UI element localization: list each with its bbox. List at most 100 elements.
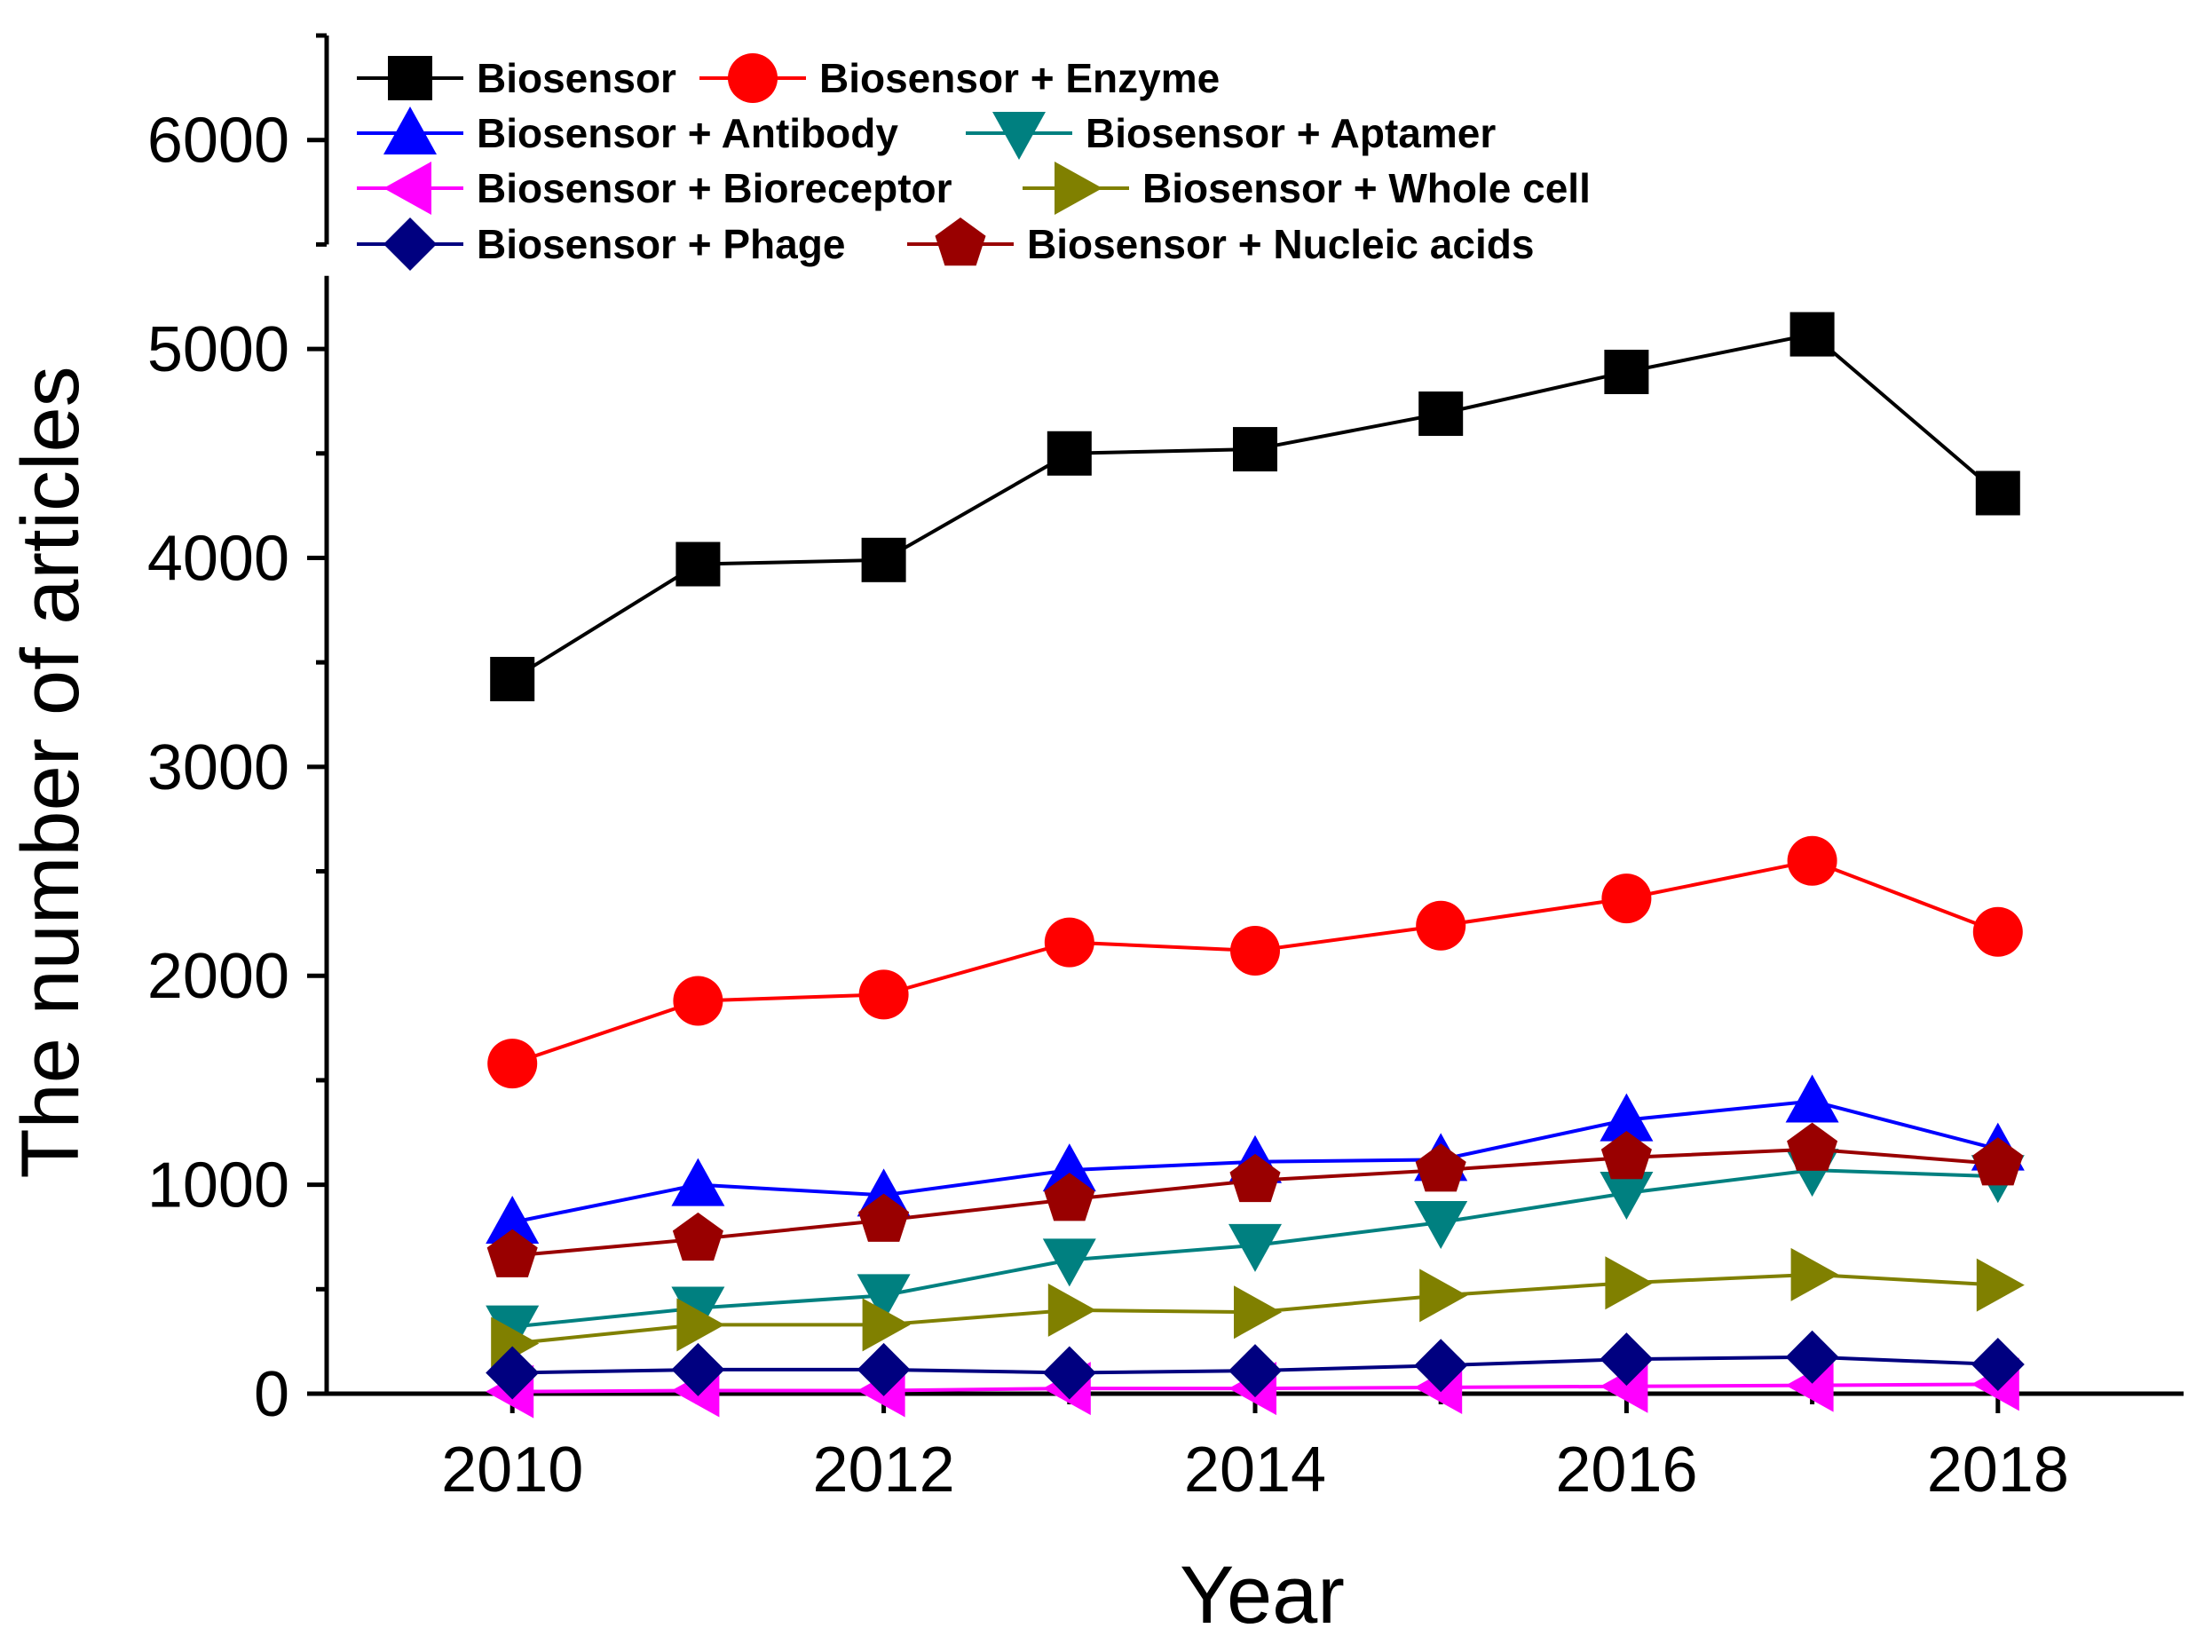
data-point: [1976, 1258, 2025, 1312]
data-point: [1416, 900, 1466, 951]
legend-item: Biosensor + Whole cell: [1023, 162, 1591, 215]
data-point: [1785, 1074, 1839, 1123]
y-tick-label: 5000: [147, 314, 289, 385]
data-point: [671, 1158, 725, 1206]
legend-marker: [1055, 162, 1102, 215]
data-point: [858, 1193, 910, 1242]
data-point: [857, 1274, 911, 1323]
legend-label: Biosensor + Nucleic acids: [1027, 221, 1534, 267]
y-axis-title: The number of articles: [5, 366, 96, 1178]
data-point: [1971, 1338, 2025, 1392]
series-biosensor-nucleic-acids: [486, 1122, 2024, 1277]
data-point: [1787, 835, 1837, 886]
legend-label: Biosensor + Bioreceptor: [477, 165, 952, 211]
y-tick-label: 2000: [147, 941, 289, 1012]
data-point: [1789, 312, 1835, 357]
data-point: [1787, 1122, 1838, 1171]
data-point: [1414, 1339, 1468, 1393]
legend: Biosensor Biosensor + Enzyme Biosensor + A…: [357, 53, 1591, 271]
legend-item: Biosensor: [357, 55, 676, 101]
data-point: [490, 656, 535, 701]
data-point: [1228, 1344, 1282, 1398]
data-point: [673, 976, 723, 1026]
data-point: [1230, 925, 1280, 976]
legend-item: Biosensor + Bioreceptor: [357, 162, 952, 215]
data-point: [1600, 1332, 1654, 1387]
legend-marker: [388, 56, 432, 100]
y-tick-label: 4000: [147, 523, 289, 594]
data-point: [486, 1229, 538, 1277]
data-point: [1044, 1173, 1095, 1221]
legend-item: Biosensor + Phage: [357, 217, 845, 271]
data-point: [1975, 470, 2020, 516]
data-point: [671, 1342, 725, 1396]
y-tick-label: 1000: [147, 1150, 289, 1221]
legend-item: Biosensor + Antibody: [357, 107, 898, 156]
legend-marker: [728, 53, 778, 103]
series-biosensor: [490, 312, 2020, 701]
legend-item: Biosensor + Nucleic acids: [907, 217, 1534, 267]
legend-label: Biosensor: [477, 55, 676, 101]
legend-marker: [935, 217, 986, 266]
data-point: [487, 1039, 538, 1089]
data-point: [1044, 917, 1094, 968]
data-point: [862, 1298, 911, 1352]
data-point: [1414, 1200, 1468, 1249]
x-tick-label: 2014: [1184, 1435, 1326, 1506]
x-tick-label: 2010: [441, 1435, 583, 1506]
data-point: [861, 537, 906, 582]
legend-marker: [383, 107, 437, 154]
y-tick-label: 3000: [147, 732, 289, 803]
x-axis-title: Year: [1180, 1550, 1345, 1640]
data-point: [1972, 906, 2023, 957]
data-point: [1415, 1143, 1466, 1192]
data-point: [1229, 1153, 1281, 1203]
data-point: [1047, 1283, 1096, 1337]
series-group: [486, 312, 2025, 1419]
data-point: [672, 1212, 723, 1261]
data-point: [1042, 1346, 1096, 1400]
data-point: [1234, 1285, 1282, 1340]
x-tick-label: 2016: [1555, 1435, 1697, 1506]
data-point: [1042, 1238, 1096, 1287]
y-tick-label: 6000: [147, 106, 289, 177]
data-point: [486, 1195, 540, 1244]
data-point: [1605, 1256, 1654, 1310]
data-point: [1972, 1137, 2024, 1186]
series-line: [511, 332, 2000, 681]
legend-label: Biosensor + Whole cell: [1142, 165, 1591, 211]
legend-label: Biosensor + Enzyme: [819, 55, 1220, 101]
data-point: [676, 1298, 725, 1352]
axes: 0 1000 2000 3000 4000 5000 6000 2010 2012 2014 201…: [147, 33, 2184, 1506]
data-point: [1228, 1223, 1282, 1272]
x-tick-label: 2012: [813, 1435, 955, 1506]
legend-label: Biosensor + Phage: [477, 221, 845, 267]
legend-marker: [383, 217, 437, 271]
data-point: [1790, 1247, 1839, 1301]
legend-item: Biosensor + Aptamer: [966, 110, 1496, 160]
x-tick-label: 2018: [1927, 1435, 2069, 1506]
data-point: [1600, 1172, 1654, 1221]
data-point: [486, 1346, 540, 1400]
data-point: [1419, 1269, 1468, 1323]
legend-label: Biosensor + Aptamer: [1086, 110, 1496, 156]
data-point: [1233, 427, 1277, 472]
data-point: [1604, 349, 1649, 394]
data-point: [1600, 1093, 1654, 1142]
data-point: [1042, 1143, 1096, 1192]
data-point: [858, 969, 909, 1020]
data-point: [675, 541, 721, 587]
data-point: [1600, 1131, 1652, 1180]
legend-marker: [383, 162, 431, 215]
data-point: [1047, 431, 1092, 476]
legend-label: Biosensor + Antibody: [477, 110, 898, 156]
series-biosensor-enzyme: [487, 835, 2023, 1089]
data-point: [1785, 1330, 1839, 1384]
legend-marker: [992, 112, 1046, 160]
data-point: [857, 1342, 911, 1396]
legend-item: Biosensor + Enzyme: [699, 53, 1220, 103]
y-tick-label: 0: [254, 1359, 289, 1430]
data-point: [1601, 873, 1652, 924]
